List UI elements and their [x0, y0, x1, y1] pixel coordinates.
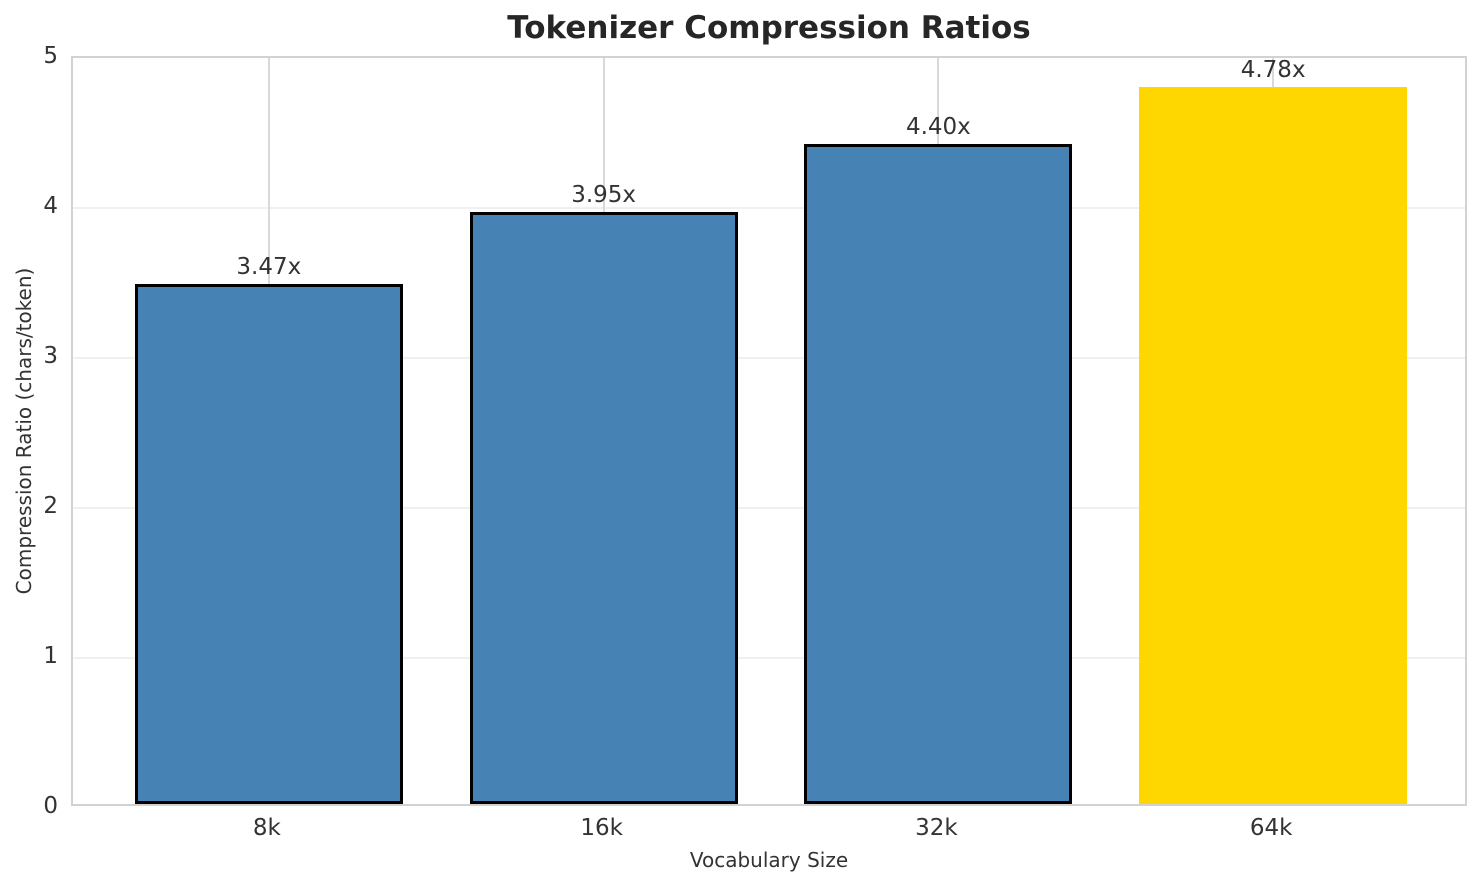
bar-32k	[804, 144, 1073, 804]
y-tick-label: 0	[43, 793, 58, 819]
y-tick-label: 3	[43, 343, 58, 369]
x-axis-label: Vocabulary Size	[689, 848, 849, 872]
x-tick-label: 32k	[915, 815, 958, 841]
y-tick-label: 5	[43, 43, 58, 69]
bar-value-label: 4.40x	[905, 114, 971, 140]
y-tick-label: 4	[43, 193, 58, 219]
chart-title: Tokenizer Compression Ratios	[507, 10, 1031, 46]
y-axis-label: Compression Ratio (chars/token)	[12, 267, 36, 595]
y-tick-label: 1	[43, 643, 58, 669]
h-gridline	[73, 357, 1465, 359]
bar-value-label: 3.95x	[571, 181, 637, 208]
y-tick-label: 2	[43, 493, 58, 519]
h-gridline	[73, 657, 1465, 659]
bar-value-label: 3.47x	[236, 253, 302, 280]
plot-area: 3.47x 3.95x 4.40x 4.78x	[71, 56, 1467, 806]
bar-8k	[134, 283, 403, 804]
x-tick-label: 16k	[580, 815, 623, 841]
bar-value-label: 4.78x	[1240, 57, 1306, 83]
x-tick-label: 8k	[252, 815, 281, 841]
h-gridline	[73, 507, 1465, 509]
h-gridline	[73, 207, 1465, 209]
bar-64k	[1139, 87, 1408, 804]
bar-16k	[469, 211, 738, 804]
x-tick-label: 64k	[1249, 815, 1293, 841]
